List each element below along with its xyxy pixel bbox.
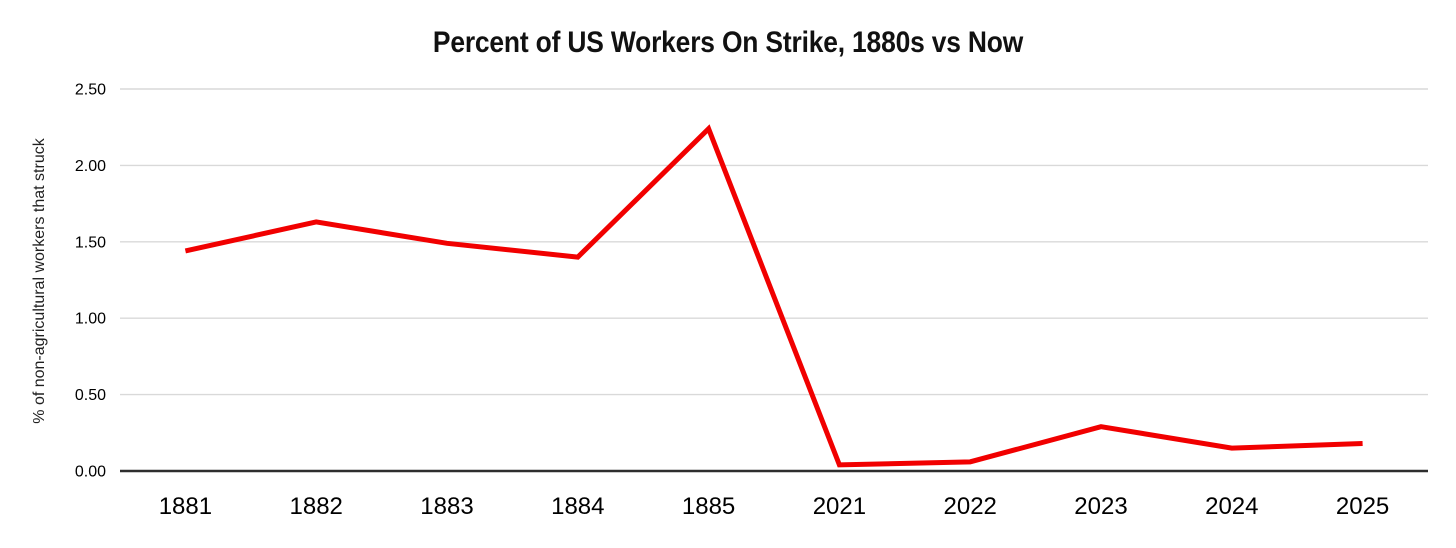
x-tick-label: 2022 bbox=[944, 493, 997, 520]
y-axis-title: % of non-agricultural workers that struc… bbox=[31, 138, 48, 424]
x-tick-label: 1883 bbox=[420, 493, 473, 520]
strike-percent-series-line bbox=[184, 124, 1363, 468]
y-tick-label: 2.00 bbox=[75, 158, 106, 175]
chart-title: Percent of US Workers On Strike, 1880s v… bbox=[432, 26, 1024, 59]
y-tick-label: 1.00 bbox=[75, 311, 106, 328]
y-tick-label: 0.00 bbox=[75, 464, 106, 481]
x-tick-label: 1882 bbox=[290, 493, 343, 520]
x-tick-label: 1884 bbox=[551, 493, 604, 520]
x-tick-label: 2024 bbox=[1205, 493, 1258, 520]
x-tick-label: 1881 bbox=[159, 493, 212, 520]
y-tick-label: 2.50 bbox=[75, 82, 106, 99]
y-tick-label: 0.50 bbox=[75, 387, 106, 404]
x-tick-label: 2023 bbox=[1074, 493, 1127, 520]
y-tick-label: 1.50 bbox=[75, 234, 106, 251]
x-tick-label: 2025 bbox=[1336, 493, 1389, 520]
x-tick-label: 1885 bbox=[682, 493, 735, 520]
x-tick-label: 2021 bbox=[813, 493, 866, 520]
